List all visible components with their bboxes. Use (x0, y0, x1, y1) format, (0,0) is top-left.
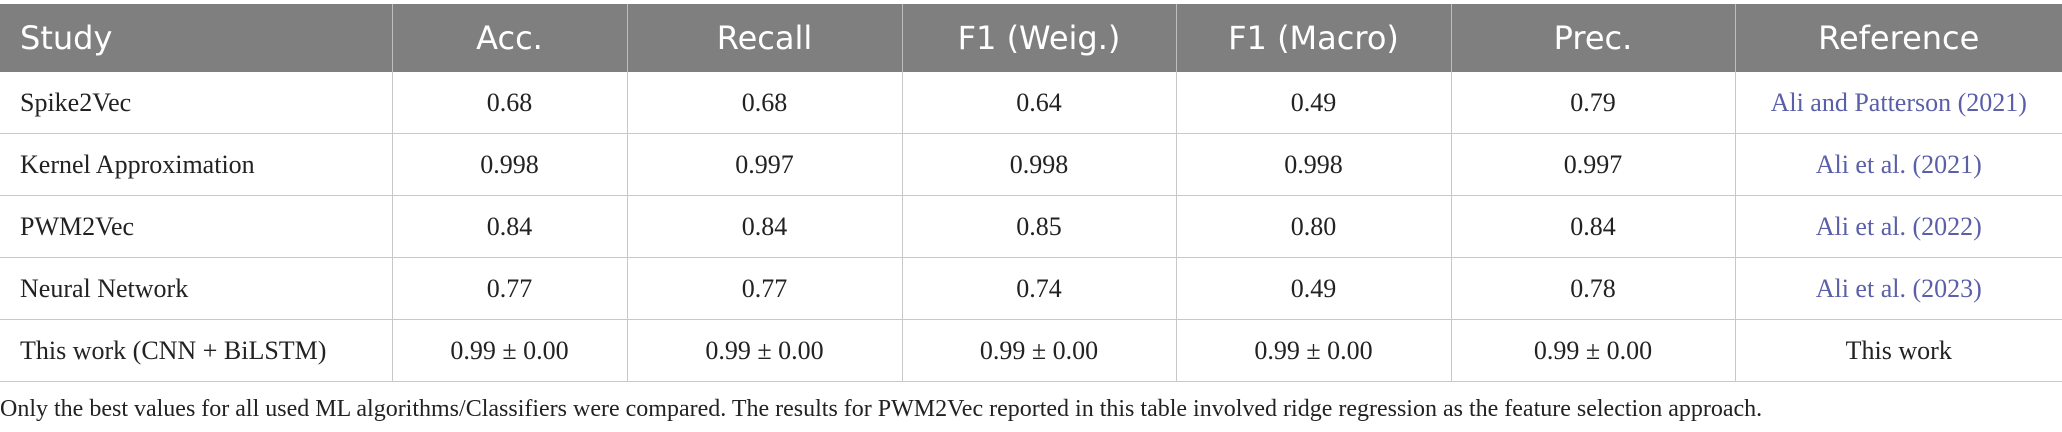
reference-link[interactable]: Ali and Patterson (2021) (1734, 72, 2062, 134)
table-footnote: Only the best values for all used ML alg… (0, 396, 1763, 422)
cell-recall: 0.99 ± 0.00 (626, 319, 902, 382)
header-reference: Reference (1734, 4, 2062, 72)
cell-precision: 0.997 (1450, 133, 1735, 196)
comparison-table: Study Acc. Recall F1 (Weig.) F1 (Macro) … (0, 4, 2062, 382)
cell-accuracy: 0.99 ± 0.00 (391, 319, 627, 382)
cell-accuracy: 0.77 (391, 257, 627, 320)
cell-recall: 0.77 (626, 257, 902, 320)
header-study: Study (0, 4, 392, 72)
cell-study: Kernel Approximation (0, 133, 392, 196)
table-row: Spike2Vec 0.68 0.68 0.64 0.49 0.79 Ali a… (0, 72, 2062, 134)
cell-f1-weighted: 0.99 ± 0.00 (901, 319, 1176, 382)
header-accuracy: Acc. (391, 4, 627, 72)
results-table-container: Study Acc. Recall F1 (Weig.) F1 (Macro) … (0, 4, 2062, 422)
cell-accuracy: 0.998 (391, 133, 627, 196)
cell-f1-macro: 0.49 (1175, 257, 1451, 320)
header-f1-weighted: F1 (Weig.) (901, 4, 1176, 72)
reference-link[interactable]: Ali et al. (2022) (1734, 195, 2062, 258)
cell-recall: 0.84 (626, 195, 902, 258)
header-f1-macro: F1 (Macro) (1175, 4, 1451, 72)
table-row: Neural Network 0.77 0.77 0.74 0.49 0.78 … (0, 257, 2062, 320)
cell-precision: 0.78 (1450, 257, 1735, 320)
cell-precision: 0.84 (1450, 195, 1735, 258)
header-recall: Recall (626, 4, 902, 72)
cell-precision: 0.79 (1450, 72, 1735, 134)
cell-precision: 0.99 ± 0.00 (1450, 319, 1735, 382)
cell-study: Spike2Vec (0, 72, 392, 134)
cell-recall: 0.997 (626, 133, 902, 196)
cell-f1-macro: 0.998 (1175, 133, 1451, 196)
table-row: This work (CNN + BiLSTM) 0.99 ± 0.00 0.9… (0, 319, 2062, 382)
table-row: Kernel Approximation 0.998 0.997 0.998 0… (0, 133, 2062, 196)
reference-link[interactable]: Ali et al. (2021) (1734, 133, 2062, 196)
cell-study: This work (CNN + BiLSTM) (0, 319, 392, 382)
cell-f1-macro: 0.49 (1175, 72, 1451, 134)
cell-f1-weighted: 0.74 (901, 257, 1176, 320)
cell-f1-macro: 0.99 ± 0.00 (1175, 319, 1451, 382)
cell-f1-macro: 0.80 (1175, 195, 1451, 258)
cell-study: PWM2Vec (0, 195, 392, 258)
cell-study: Neural Network (0, 257, 392, 320)
cell-accuracy: 0.84 (391, 195, 627, 258)
header-row: Study Acc. Recall F1 (Weig.) F1 (Macro) … (0, 4, 2062, 72)
reference-text: This work (1734, 319, 2062, 382)
reference-link[interactable]: Ali et al. (2023) (1734, 257, 2062, 320)
cell-f1-weighted: 0.64 (901, 72, 1176, 134)
cell-accuracy: 0.68 (391, 72, 627, 134)
cell-recall: 0.68 (626, 72, 902, 134)
cell-f1-weighted: 0.85 (901, 195, 1176, 258)
table-row: PWM2Vec 0.84 0.84 0.85 0.80 0.84 Ali et … (0, 195, 2062, 258)
cell-f1-weighted: 0.998 (901, 133, 1176, 196)
header-precision: Prec. (1450, 4, 1735, 72)
